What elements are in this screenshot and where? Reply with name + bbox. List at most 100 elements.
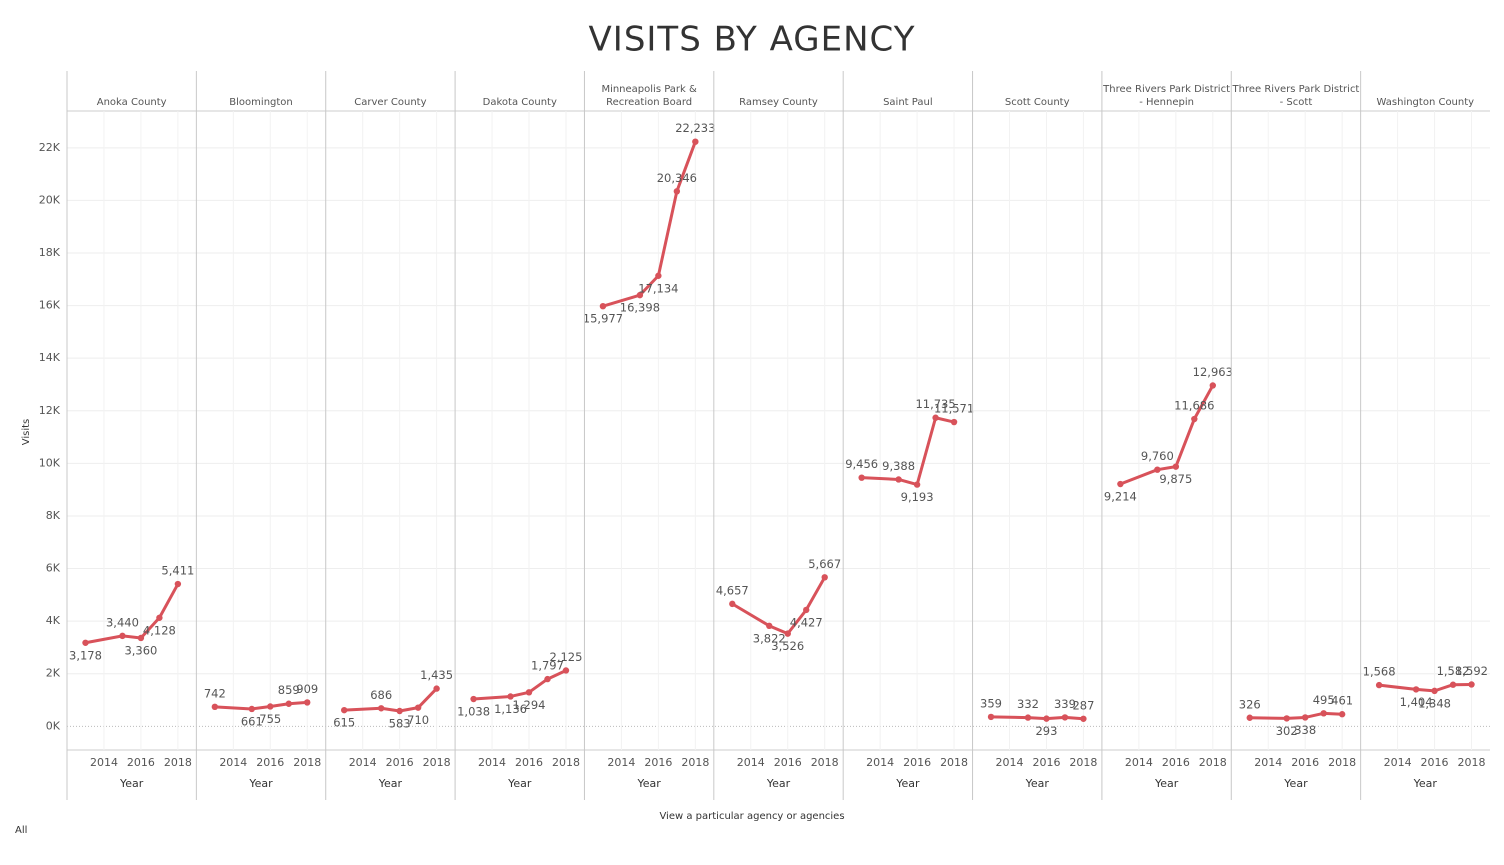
data-point [414, 704, 422, 711]
data-point [285, 700, 292, 707]
data-point [137, 634, 145, 642]
panel-header-box: Anoka County [96, 97, 167, 108]
data-label: 22,233 [675, 121, 715, 135]
x-tick-label: 2014 [1384, 756, 1412, 769]
data-point [858, 474, 865, 481]
data-label: 3,360 [124, 643, 157, 657]
x-tick-label: 2016 [1032, 756, 1060, 769]
y-tick-label: 22K [39, 141, 61, 154]
x-axis-label: Year [507, 777, 532, 790]
data-label: 3,178 [69, 648, 102, 662]
y-tick-label: 6K [46, 562, 61, 575]
panel-header-box: Minneapolis Park & Recreation Board [601, 84, 696, 108]
data-label: 17,134 [638, 281, 678, 295]
panel-header-box: Ramsey County [739, 97, 818, 108]
x-tick-label: 2018 [1069, 756, 1097, 769]
y-tick-label: 0K [46, 719, 61, 732]
chart-title: VISITS BY AGENCY [589, 20, 916, 60]
panel-header: Three Rivers Park District - Scott [1232, 84, 1360, 108]
x-tick-label: 2018 [552, 756, 580, 769]
panel-header-box: Dakota County [482, 97, 557, 108]
panel-header: Anoka County [96, 97, 167, 108]
y-tick-label: 16K [39, 299, 61, 312]
x-axis-label: Year [766, 777, 791, 790]
data-point [211, 703, 219, 711]
data-label: 661 [241, 714, 263, 728]
data-point [1043, 715, 1050, 722]
x-tick-label: 2018 [1328, 756, 1356, 769]
filter-value[interactable]: All [15, 825, 27, 836]
data-point [470, 695, 477, 703]
series-line [990, 715, 1084, 721]
data-label: 4,657 [716, 583, 749, 597]
data-label: 9,214 [1104, 490, 1137, 504]
data-point [544, 675, 551, 683]
data-point [1024, 714, 1032, 721]
data-label: 1,582 [1437, 664, 1470, 678]
data-point [174, 580, 182, 588]
data-point [1431, 687, 1438, 695]
x-tick-label: 2014 [90, 756, 118, 769]
panel-header: Dakota County [482, 97, 557, 108]
x-tick-label: 2014 [349, 756, 377, 769]
x-tick-label: 2014 [866, 756, 894, 769]
data-label: 339 [1054, 697, 1076, 711]
data-label: 293 [1035, 724, 1057, 738]
panel-header: Scott County [1004, 97, 1070, 108]
data-label: 302 [1276, 724, 1298, 738]
data-label: 3,822 [753, 631, 786, 645]
panel-header-box: Three Rivers Park District - Hennepin [1103, 84, 1230, 108]
data-point [1117, 480, 1124, 488]
panel-header-box: Scott County [1004, 97, 1070, 108]
data-label: 615 [333, 716, 355, 730]
data-label: 2,125 [550, 650, 583, 664]
data-point [1172, 463, 1180, 470]
series-line [861, 416, 955, 487]
data-point [377, 705, 385, 712]
data-point [895, 476, 902, 483]
data-point [913, 481, 921, 488]
data-label: 332 [1017, 697, 1039, 711]
data-point [1209, 382, 1216, 389]
data-label: 742 [204, 686, 226, 700]
x-tick-label: 2018 [811, 756, 839, 769]
data-point [729, 600, 736, 608]
data-point [1283, 715, 1290, 722]
x-tick-label: 2016 [515, 756, 543, 769]
data-label: 1,038 [457, 705, 490, 719]
x-tick-label: 2016 [774, 756, 802, 769]
data-label: 461 [1331, 694, 1353, 708]
data-point [1154, 466, 1161, 473]
x-axis-label: Year [248, 777, 273, 790]
panel-header: Carver County [354, 97, 427, 108]
data-point [507, 693, 514, 700]
data-label: 15,977 [583, 312, 623, 326]
data-point [1338, 711, 1346, 718]
x-tick-label: 2016 [256, 756, 284, 769]
data-point [1449, 681, 1457, 688]
data-point [673, 188, 681, 195]
data-point [525, 689, 533, 696]
data-point [1246, 714, 1253, 721]
data-point [82, 639, 89, 646]
x-axis-label: Year [895, 777, 920, 790]
data-point [1320, 710, 1327, 717]
data-label: 326 [1239, 697, 1261, 711]
data-point [119, 632, 126, 640]
data-label: 4,427 [790, 615, 823, 629]
x-tick-label: 2014 [478, 756, 506, 769]
y-axis-label: Visits [21, 419, 32, 446]
data-label: 16,398 [620, 301, 660, 315]
data-point [599, 302, 607, 310]
data-label: 287 [1072, 698, 1094, 712]
panel-header: Three Rivers Park District - Hennepin [1103, 84, 1230, 108]
y-tick-label: 20K [39, 193, 61, 206]
data-point [655, 272, 662, 279]
data-point [766, 622, 773, 630]
panel-header: Bloomington [229, 97, 293, 108]
data-point [248, 705, 256, 713]
x-tick-label: 2014 [1125, 756, 1153, 769]
data-label: 909 [296, 682, 318, 696]
y-tick-label: 12K [39, 404, 61, 417]
